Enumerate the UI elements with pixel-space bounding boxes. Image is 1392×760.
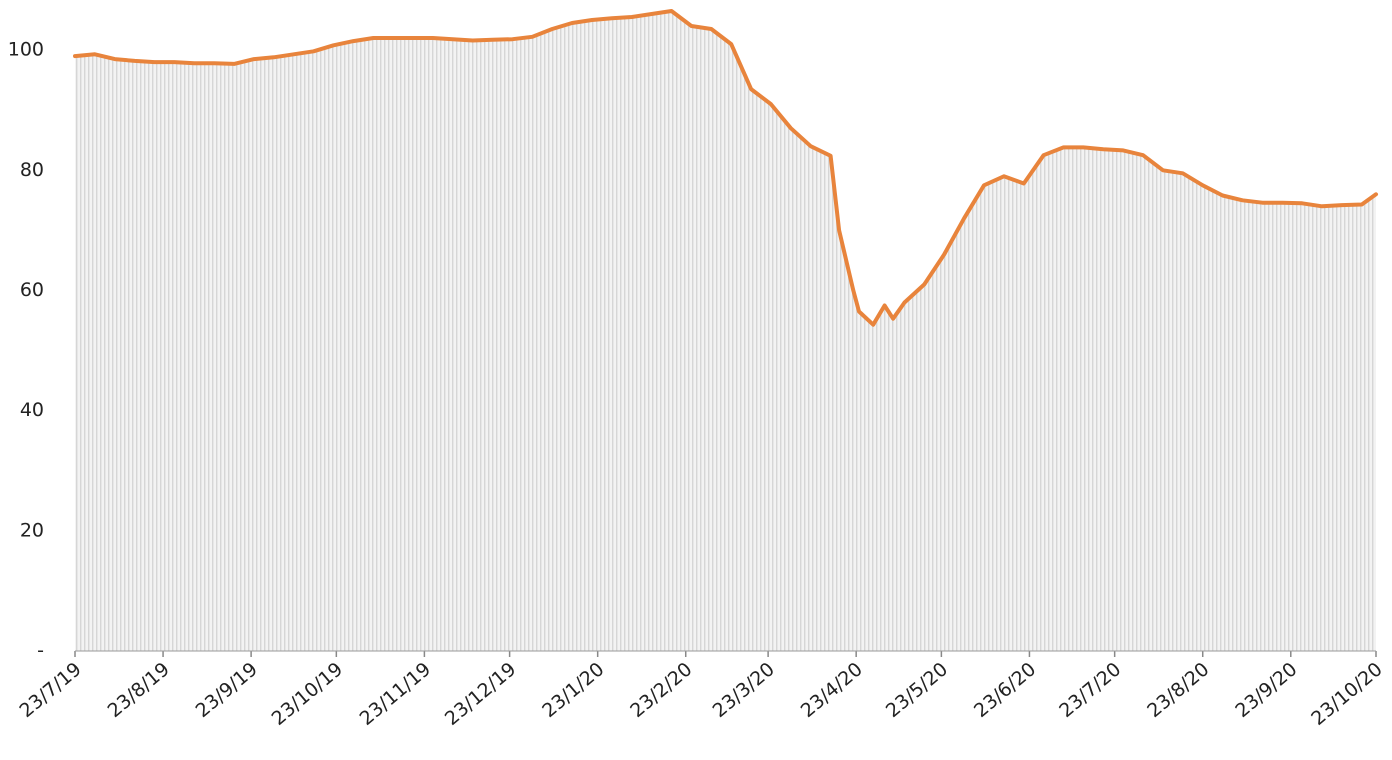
x-tick-label: 23/4/20 — [797, 658, 867, 722]
x-tick-label: 23/12/19 — [441, 658, 521, 730]
x-tick-label: 23/9/19 — [192, 658, 262, 722]
y-tick-label: 20 — [20, 519, 44, 541]
x-tick-label: 23/5/20 — [882, 658, 952, 722]
x-tick-label: 23/3/20 — [709, 658, 779, 722]
x-tick-label: 23/7/20 — [1055, 658, 1125, 722]
x-tick-label: 23/1/20 — [538, 658, 608, 722]
x-tick-label: 23/8/19 — [104, 658, 174, 722]
y-tick-label: - — [37, 640, 44, 662]
x-tick-label: 23/8/20 — [1143, 658, 1213, 722]
line — [73, 9, 1378, 327]
y-tick-label: 80 — [20, 159, 44, 181]
x-tick-label: 23/10/19 — [268, 658, 348, 730]
x-tick-label: 23/10/20 — [1307, 658, 1387, 730]
x-tick-label: 23/6/20 — [970, 658, 1040, 722]
x-tick-label: 23/7/19 — [15, 658, 85, 722]
y-tick-label: 60 — [20, 279, 44, 301]
y-tick-label: 40 — [20, 399, 44, 421]
y-tick-label: 100 — [8, 39, 44, 61]
x-tick-label: 23/11/19 — [356, 658, 436, 730]
x-tick-label: 23/9/20 — [1231, 658, 1301, 722]
area — [75, 11, 1376, 651]
x-tick-label: 23/2/20 — [626, 658, 696, 722]
